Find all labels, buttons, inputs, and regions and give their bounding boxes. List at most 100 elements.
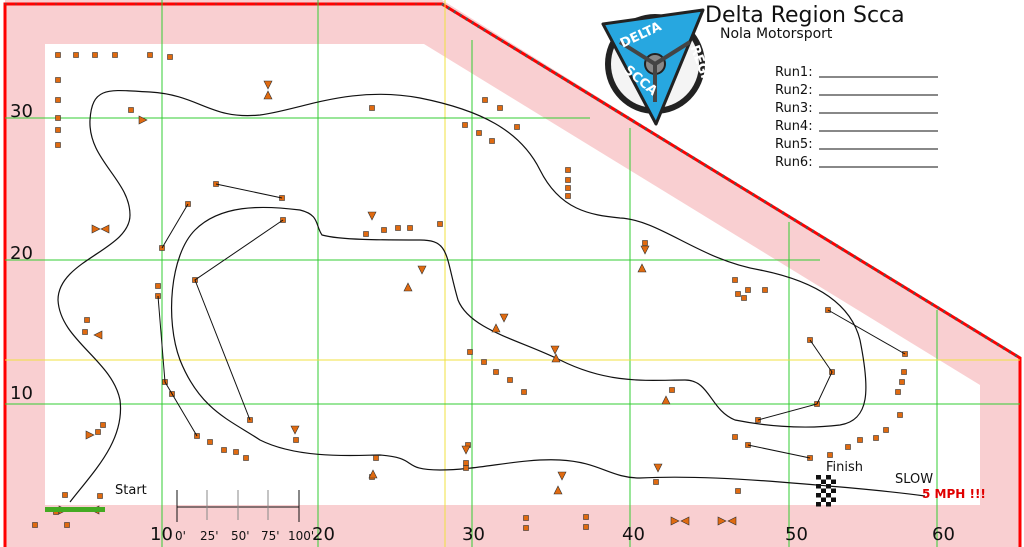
cone-marker [243,455,249,461]
cone-marker [735,488,741,494]
cone-marker [233,449,239,455]
pointer-cone [499,313,509,323]
cone-marker [493,369,499,375]
cone-marker [221,447,227,453]
pointer-cone [403,282,413,292]
cone-marker [293,437,299,443]
grid-label-x: 40 [622,524,645,545]
cone-marker [128,107,134,113]
cone-marker [155,283,161,289]
run-label: Run2: [775,83,813,98]
cone-marker [82,329,88,335]
cone-marker [895,389,901,395]
scale-label: 75' [261,529,280,543]
cone-marker [481,359,487,365]
scale-label: 25' [200,529,219,543]
run-label: Run1: [775,65,813,80]
cone-marker [92,52,98,58]
pointer-cone [680,516,690,526]
finish-area: Finish SLOW 5 MPH !!! [816,460,986,507]
pointer-cone [417,265,427,275]
cone-marker [642,240,648,246]
pointer-cone [553,485,563,495]
cone-marker [373,455,379,461]
cone-marker [732,434,738,440]
pointer-cone [91,224,101,234]
pointer-cone [367,211,377,221]
pointer-cone [670,516,680,526]
cone-marker [463,460,469,466]
cone-marker [732,277,738,283]
page-title: Delta Region Scca [705,3,905,28]
pointer-cone [368,469,378,479]
grid-label-x: 50 [785,524,808,545]
pointer-cone [85,430,95,440]
cone-marker [827,452,833,458]
cone-marker [462,122,468,128]
cone-marker [883,427,889,433]
cone-marker [482,97,488,103]
pointer-cone [100,224,110,234]
cone-marker [55,52,61,58]
flag-square [826,475,831,480]
flag-square [826,484,831,489]
cone-marker [857,437,863,443]
pointer-cone [138,115,148,125]
cone-marker [167,54,173,60]
run-label: Run4: [775,119,813,134]
cone-marker [873,435,879,441]
cone-marker [363,231,369,237]
cone-marker [437,221,443,227]
grid-label-x: 30 [462,524,485,545]
pointer-cone [653,463,663,473]
start-label: Start [115,483,147,498]
scca-logo: DELTA REGION SCCA [601,8,720,126]
flag-square [821,479,826,484]
flag-square [831,497,836,502]
cone-marker [583,514,589,520]
pointer-cone [491,323,501,333]
grid-lines [5,0,1020,547]
grid-label-x: 20 [312,524,335,545]
flag-square [816,502,821,507]
cone-marker [523,525,529,531]
scale-label: 0' [175,529,186,543]
speed-warning: 5 MPH !!! [922,487,986,501]
pointer-cone [290,425,300,435]
cone-marker [565,167,571,173]
finish-label: Finish [826,460,863,475]
checkered-flag-icon [816,475,836,507]
cone-marker [55,142,61,148]
flag-square [821,488,826,493]
cone-marker [565,177,571,183]
pointer-cone [461,445,471,455]
cone-marker [583,524,589,530]
grid-label-x: 10 [150,524,173,545]
pointer-cone [557,471,567,481]
grid-label-x: 60 [932,524,955,545]
cone-marker [523,515,529,521]
cone-marker [463,465,469,471]
pointer-cone [550,345,560,355]
cone-connectors [157,183,906,459]
cone-marker [84,317,90,323]
cone-marker [897,412,903,418]
grid-label-y: 30 [10,101,33,122]
run-label: Run5: [775,137,813,152]
slow-label: SLOW [895,472,933,487]
pointer-cone [727,516,737,526]
start-bar [45,507,105,512]
cone-marker [497,105,503,111]
cone-marker [467,349,473,355]
cone-marker [55,115,61,121]
cone-marker [489,138,495,144]
cone-marker [112,52,118,58]
cone-marker [55,77,61,83]
cone-marker [901,369,907,375]
flag-square [816,475,821,480]
pointer-cone [717,516,727,526]
start-area: Start [45,483,147,512]
cone-marker [97,493,103,499]
cone-marker [762,287,768,293]
